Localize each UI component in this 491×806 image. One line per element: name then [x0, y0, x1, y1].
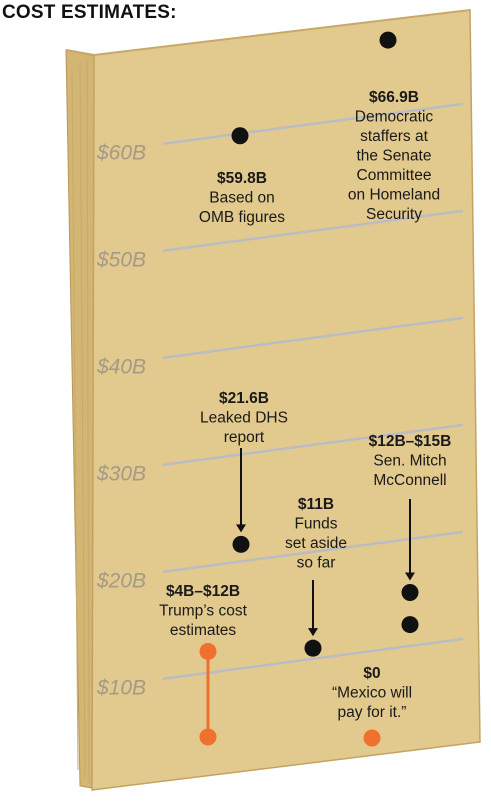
estimate-point: [231, 127, 249, 145]
estimate-marks: $66.9B Democratic staffers at the Senate Com…: [159, 31, 452, 747]
estimate-point: [401, 583, 419, 601]
estimate-description-line: pay for it.”: [338, 704, 407, 721]
estimate-point: [232, 535, 250, 553]
estimate-description-line: report: [224, 429, 265, 446]
estimate-point: [401, 616, 419, 634]
estimate-value-label: $59.8B: [217, 170, 267, 187]
estimate-point: [199, 728, 217, 746]
gridline: [162, 637, 464, 680]
estimate-description-line: Trump’s cost: [159, 603, 248, 620]
estimate-description-line: on Homeland: [348, 187, 440, 204]
wall-stripe: [79, 61, 86, 779]
y-gridlines: [162, 102, 464, 680]
chart-heading: COST ESTIMATES:: [2, 2, 177, 23]
y-tick-label: $20B: [96, 570, 146, 593]
y-tick-label: $40B: [96, 356, 146, 379]
gridline: [162, 423, 464, 466]
y-tick-label: $30B: [96, 463, 146, 486]
estimate-trump: $4B–$12B Trump’s cost estimates: [159, 583, 248, 746]
arrow-head: [308, 628, 318, 637]
estimate-description-line: Committee: [357, 167, 432, 184]
estimate-description-line: Funds: [294, 516, 337, 533]
y-tick-labels: $10B $20B $30B $40B $50B $60B: [96, 142, 146, 700]
wall-side-face: [65, 49, 95, 789]
gridline: [162, 209, 464, 252]
estimate-value-label: $12B–$15B: [369, 433, 452, 450]
gridline: [162, 102, 464, 145]
estimate-description-line: Leaked DHS: [200, 410, 288, 427]
estimate-point: [304, 639, 322, 657]
estimate-mexico: $0 “Mexico will pay for it.”: [332, 665, 412, 747]
estimate-description-line: OMB figures: [199, 209, 285, 226]
estimate-mcconnell: $12B–$15B Sen. Mitch McConnell: [369, 433, 452, 634]
estimate-value-label: $11B: [298, 496, 334, 513]
estimate-description-line: set aside: [285, 535, 347, 552]
wall-stripe: [86, 57, 90, 785]
estimate-description-line: McConnell: [373, 472, 446, 489]
estimate-description-line: Security: [366, 206, 422, 223]
estimate-value-label: $0: [363, 665, 380, 682]
estimate-staffers: $66.9B Democratic staffers at the Senate Com…: [348, 31, 440, 223]
estimate-description-line: Democratic: [355, 109, 434, 126]
estimate-description-line: Sen. Mitch: [373, 453, 446, 470]
estimate-point: [379, 31, 397, 49]
y-tick-label: $60B: [96, 142, 146, 165]
estimate-description-line: “Mexico will: [332, 685, 412, 702]
estimate-omb: $59.8B Based on OMB figures: [199, 127, 285, 226]
estimate-description-line: estimates: [170, 622, 237, 639]
wall-illustration: [65, 9, 481, 791]
estimate-funds: $11B Funds set aside so far: [285, 496, 347, 657]
estimate-description-line: the Senate: [357, 148, 432, 165]
estimate-description-line: so far: [297, 555, 336, 572]
wall-top-edge: [65, 9, 471, 57]
estimate-description-line: Based on: [209, 190, 275, 207]
arrow-head: [236, 524, 246, 533]
estimate-value-label: $66.9B: [369, 89, 419, 106]
estimate-value-label: $21.6B: [219, 390, 269, 407]
estimate-value-label: $4B–$12B: [166, 583, 240, 600]
estimate-dhs: $21.6B Leaked DHS report: [200, 390, 288, 553]
gridline: [162, 316, 464, 359]
wall-stripe: [71, 69, 79, 771]
estimate-point: [199, 642, 217, 660]
y-tick-label: $50B: [96, 249, 146, 272]
y-tick-label: $10B: [96, 677, 146, 700]
estimate-point: [363, 729, 381, 747]
arrow-head: [405, 572, 415, 581]
gridline: [162, 530, 464, 573]
estimate-description-line: staffers at: [360, 128, 428, 145]
